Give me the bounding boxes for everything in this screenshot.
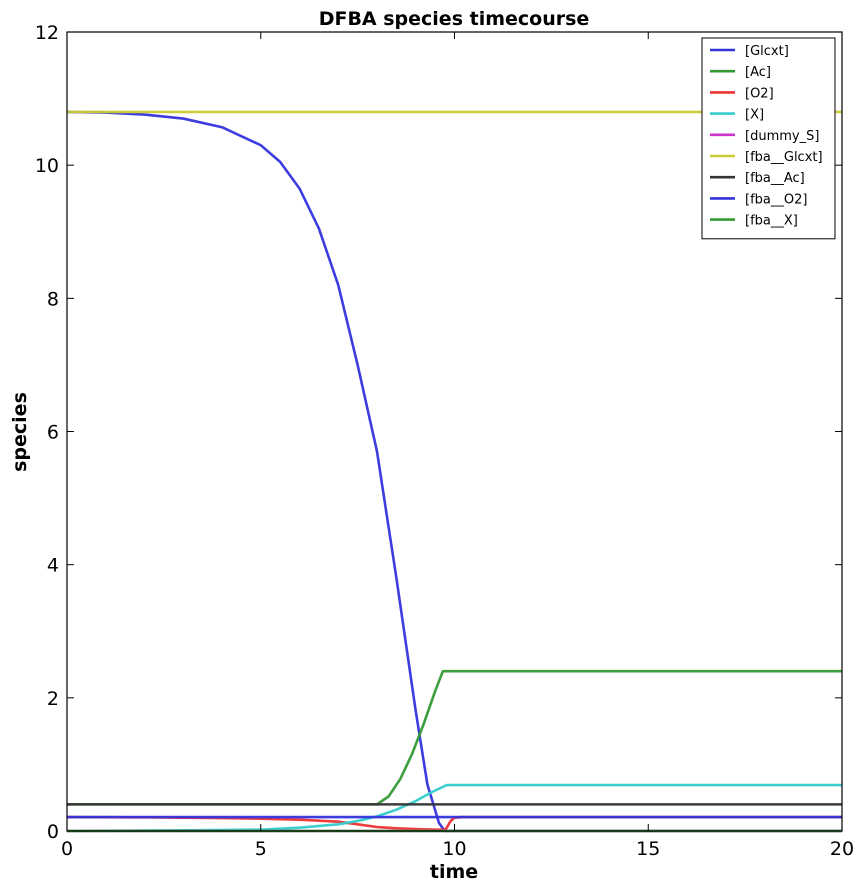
series-line-o2 bbox=[66, 815, 842, 831]
y-tick-label: 12 bbox=[35, 22, 59, 44]
series-line-ac bbox=[67, 669, 842, 806]
x-tick-label: 5 bbox=[255, 838, 267, 860]
legend-label-fba-o2: [fba__O2] bbox=[745, 192, 807, 207]
chart-title: DFBA species timecourse bbox=[319, 8, 590, 30]
x-tick-label: 0 bbox=[61, 838, 73, 860]
legend-label-o2: [O2] bbox=[745, 86, 774, 101]
x-axis-title: time bbox=[430, 861, 478, 883]
legend-label-fba-ac: [fba__Ac] bbox=[745, 171, 805, 186]
y-tick-label: 2 bbox=[47, 688, 59, 710]
x-tick-label: 10 bbox=[442, 838, 466, 860]
legend-label-glcxt: [Glcxt] bbox=[745, 44, 789, 59]
series-line-glcxt bbox=[66, 110, 842, 833]
y-tick-label: 6 bbox=[47, 422, 59, 444]
legend-label-dummy-s: [dummy_S] bbox=[745, 129, 819, 144]
tick-layer: 0 5 10 15 20 0 2 4 6 8 10 12 bbox=[35, 22, 854, 860]
x-tick-label: 20 bbox=[830, 838, 854, 860]
legend-label-fba-glcxt: [fba__Glcxt] bbox=[745, 150, 823, 165]
y-tick-label: 4 bbox=[47, 555, 59, 577]
legend-label-fba-x: [fba__X] bbox=[745, 214, 798, 229]
y-tick-label: 8 bbox=[47, 288, 59, 310]
x-tick-label: 15 bbox=[636, 838, 660, 860]
legend-label-ac: [Ac] bbox=[745, 65, 771, 80]
y-tick-label: 10 bbox=[35, 155, 59, 177]
legend-label-x: [X] bbox=[745, 108, 764, 123]
y-axis-title: species bbox=[9, 392, 31, 472]
y-tick-label: 0 bbox=[47, 821, 59, 843]
legend: [Glcxt] [Ac] [O2] [X] [dummy_S] [fba__Glcxt] [… bbox=[701, 37, 836, 240]
